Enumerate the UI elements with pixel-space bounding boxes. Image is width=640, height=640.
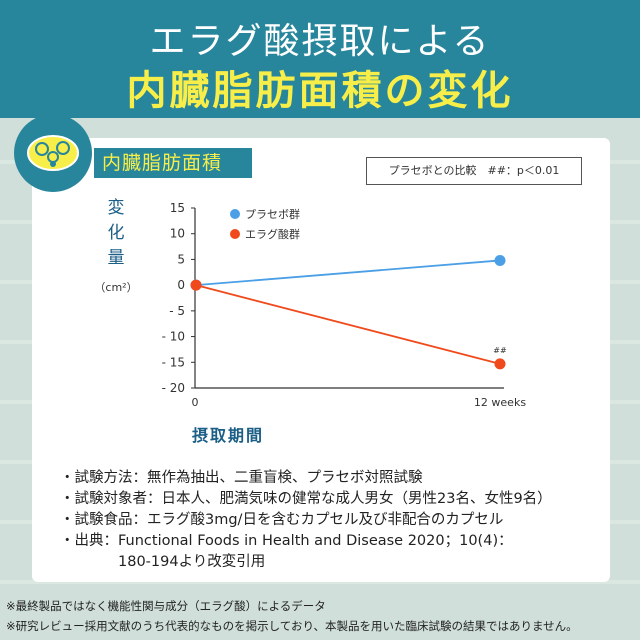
y-tick-label: - 20 xyxy=(162,381,185,395)
data-point-ellagic-acid xyxy=(494,358,506,370)
data-point-placebo xyxy=(494,254,506,266)
footnote-1: ※最終製品ではなく機能性関与成分（エラグ酸）によるデータ xyxy=(6,599,326,613)
panel-tag: 内臓脂肪面積 xyxy=(94,148,252,178)
significance-mark: ## xyxy=(493,346,507,355)
y-tick-label: - 5 xyxy=(169,304,185,318)
y-tick-label: 10 xyxy=(170,227,185,241)
y-tick-label: 5 xyxy=(177,252,185,266)
data-point-ellagic-acid xyxy=(190,279,202,291)
y-axis-label-char-2: 化 xyxy=(107,223,125,243)
x-axis-label: 摂取期間 xyxy=(192,426,265,445)
y-tick-label: - 10 xyxy=(162,330,185,344)
title-line-2: 内臓脂肪面積の変化 xyxy=(126,68,514,114)
legend-label-ellagic-acid: エラグ酸群 xyxy=(245,227,300,241)
visceral-fat-icon xyxy=(14,114,92,192)
line-chart: 15 10 5 0 - 5 - 10 - 15 - 20 0 12 weeks プラセボ群 ## エラグ… xyxy=(162,201,527,409)
y-axis-label-char-1: 変 xyxy=(107,198,125,218)
y-axis-unit: （cm²） xyxy=(94,281,138,294)
y-axis-label: 変 化 量 xyxy=(94,196,138,271)
note-source: ・出典：Functional Foods in Health and Disea… xyxy=(60,533,513,549)
x-tick-label: 0 xyxy=(192,396,199,409)
legend-label-placebo: プラセボ群 xyxy=(245,207,300,221)
chart-card xyxy=(32,138,610,582)
series-line-ellagic-acid xyxy=(195,284,501,365)
series-line-placebo xyxy=(195,259,501,287)
legend-marker-ellagic-acid xyxy=(230,229,240,239)
footnotes: ※最終製品ではなく機能性関与成分（エラグ酸）によるデータ ※研究レビュー採用文献… xyxy=(6,596,636,636)
note-method: ・試験方法：無作為抽出、二重盲検、プラセボ対照試験 xyxy=(60,470,423,486)
x-tick-label: 12 weeks xyxy=(474,396,526,409)
y-axis-label-char-3: 量 xyxy=(107,248,125,268)
comparison-note: プラセボとの比較 ##：p＜0.01 xyxy=(366,157,582,185)
note-source-cont: 180-194より改変引用 xyxy=(118,554,266,570)
title-line-1: エラグ酸摂取による xyxy=(149,21,491,62)
note-food: ・試験食品：エラグ酸3mg/日を含むカプセル及び非配合のカプセル xyxy=(60,512,504,528)
legend-marker-placebo xyxy=(230,209,240,219)
header-banner: エラグ酸摂取による 内臓脂肪面積の変化 xyxy=(0,0,640,118)
note-subjects: ・試験対象者：日本人、肥満気味の健常な成人男女（男性23名、女性9名） xyxy=(60,491,552,507)
footnote-2: ※研究レビュー採用文献のうち代表的なものを掲示しており、本製品を用いた臨床試験の… xyxy=(6,619,578,633)
y-tick-label: - 15 xyxy=(162,355,185,369)
y-tick-label: 15 xyxy=(170,201,185,215)
y-tick-label: 0 xyxy=(177,278,185,292)
study-notes: ・試験方法：無作為抽出、二重盲検、プラセボ対照試験 ・試験対象者：日本人、肥満気… xyxy=(60,468,600,573)
